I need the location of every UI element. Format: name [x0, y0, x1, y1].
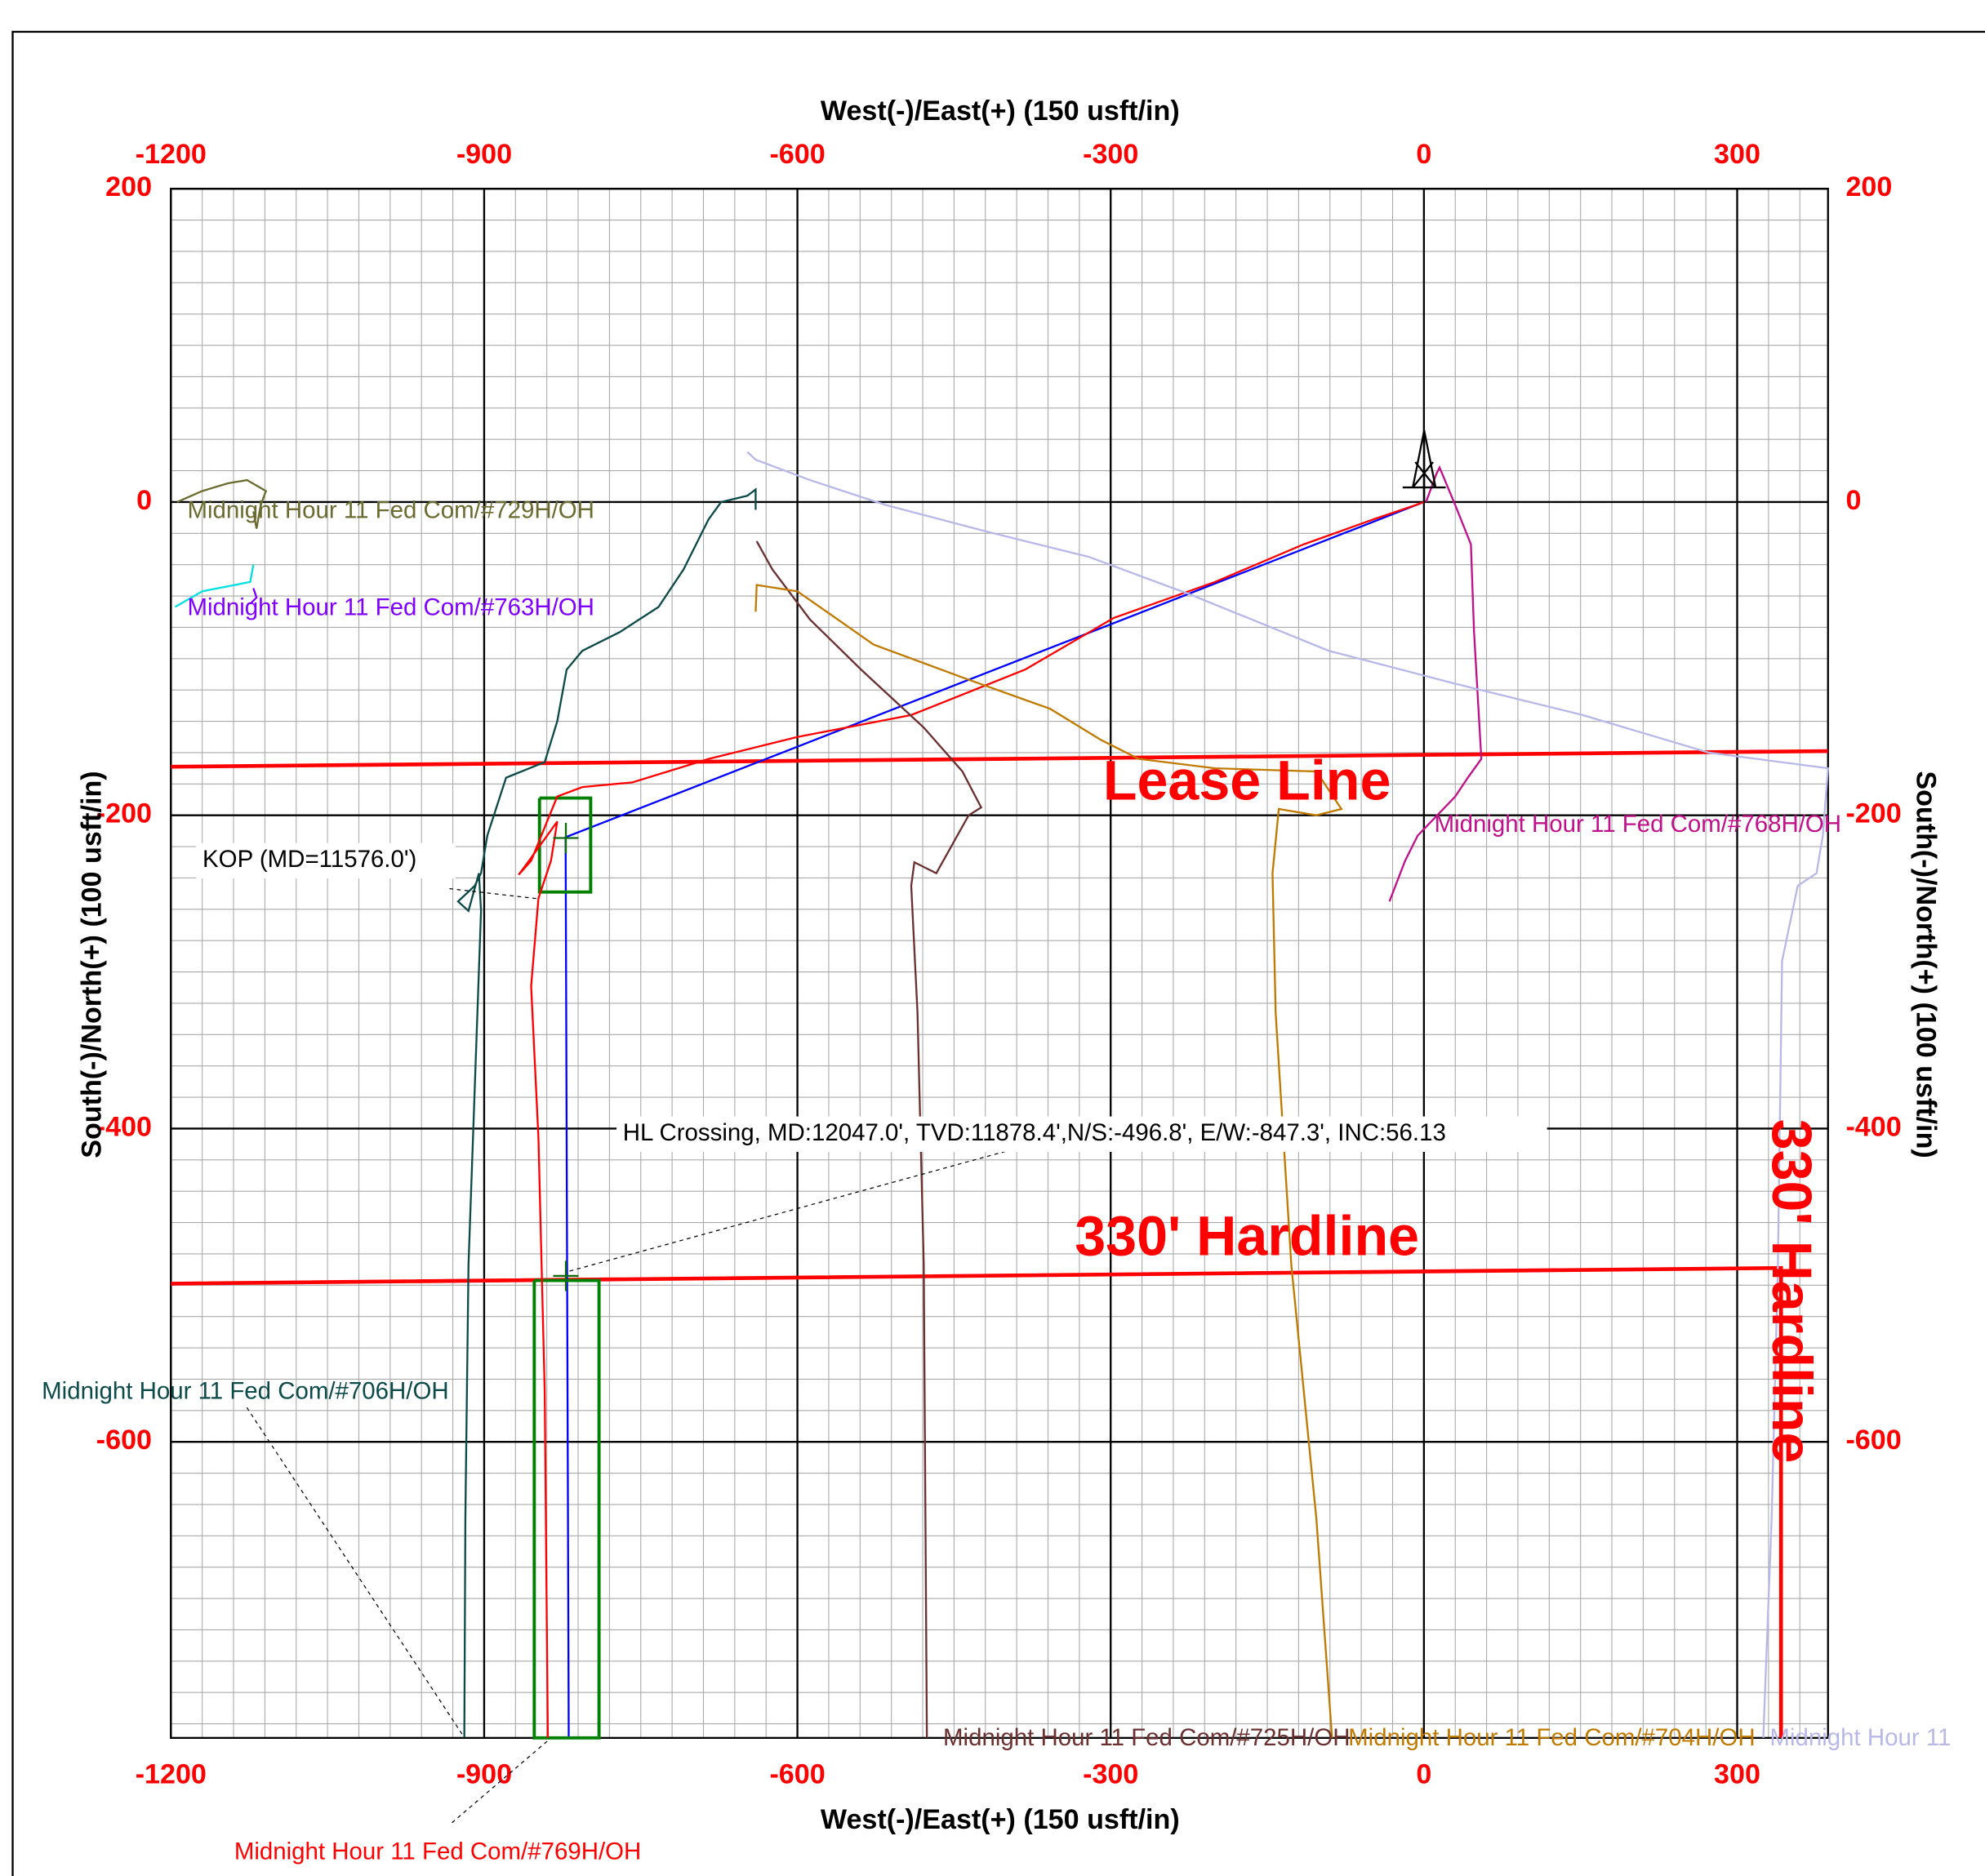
well-path [176, 478, 268, 529]
x-axis-title: West(-)/East(+) (150 usft/in) [821, 1804, 1180, 1835]
well-path [755, 540, 983, 1738]
well-path [754, 584, 1343, 1738]
x-tick-label: -900 [456, 1758, 512, 1789]
x-tick-label: -300 [1083, 1758, 1138, 1789]
x-tick-label: -900 [456, 139, 512, 170]
series-label: Midnight Hour 11 Fed Com/#769H/OH [234, 1838, 641, 1865]
annotation-box [616, 1116, 1547, 1153]
grid [170, 188, 1829, 1740]
y-tick-label: 200 [105, 171, 152, 202]
well-path [518, 500, 1425, 1738]
x-tick-label: 0 [1416, 1758, 1431, 1789]
x-axis-title: West(-)/East(+) (150 usft/in) [821, 96, 1180, 127]
series-label: 330' Hardline [1760, 1119, 1823, 1464]
annotation: KOP (MD=11576.0') [203, 846, 416, 873]
leader-line [452, 1740, 549, 1824]
y-tick-label: 0 [1845, 485, 1861, 516]
x-tick-label: 300 [1714, 1758, 1760, 1789]
y-tick-label: -200 [1845, 798, 1901, 829]
y-tick-label: -400 [1845, 1111, 1901, 1142]
x-tick-label: -1200 [136, 1758, 207, 1789]
series-label: Midnight Hour 11 Fed Com/#768H/OH [1435, 811, 1841, 838]
series-label: Lease Line [1103, 749, 1391, 811]
well-path [532, 1278, 601, 1740]
y-tick-label: -600 [96, 1425, 152, 1456]
well-path [456, 487, 757, 1738]
annotation: HL Crossing, MD:12047.0', TVD:11878.4',N… [623, 1119, 1446, 1146]
derrick [1412, 461, 1434, 488]
y-tick-label: -600 [1845, 1425, 1901, 1456]
well-head [1402, 430, 1446, 503]
leader-line [246, 1407, 465, 1739]
series-label: Midnight Hour 11 Fed Com/#725H/OH [943, 1724, 1350, 1751]
y-axis-title: South(-)/North(+) (100 usft/in) [1911, 771, 1942, 1158]
plot [171, 451, 1829, 1740]
x-tick-label: 0 [1416, 139, 1431, 170]
y-axis-title: South(-)/North(+) (100 usft/in) [77, 771, 108, 1158]
well-path [746, 451, 1829, 1738]
y-tick-label: 200 [1845, 171, 1892, 202]
leader-line [565, 1149, 1013, 1273]
y-tick-label: -200 [96, 798, 152, 829]
x-tick-label: -600 [769, 139, 825, 170]
derrick [1423, 430, 1437, 488]
annotation-box [196, 842, 456, 879]
well-path [171, 749, 1828, 769]
series-label: Midnight Hour 11 Fed Com/#704H/OH [1348, 1724, 1755, 1751]
well-path [537, 796, 593, 894]
series-label: Midnight Hour 11 Fed Com/#706H/OH [42, 1377, 448, 1404]
well-path [174, 564, 255, 608]
x-tick-label: 300 [1714, 139, 1760, 170]
well-path [1388, 465, 1483, 902]
x-tick-label: -1200 [136, 139, 207, 170]
well-path [249, 588, 258, 605]
series-label: 330' Hardline [1075, 1206, 1419, 1268]
x-tick-label: -600 [769, 1758, 825, 1789]
frame [11, 30, 1985, 1876]
plot-border [170, 188, 1829, 1740]
y-tick-label: 0 [136, 485, 152, 516]
derrick [1412, 430, 1426, 488]
markers [553, 822, 579, 1291]
overlay: -1200 -1200 -900 -900 -600 -600 -300 -300 0 0 300 3… [42, 96, 1951, 1865]
y-tick-label: -400 [96, 1111, 152, 1142]
series-label: Midnight Hour 11 [1769, 1724, 1951, 1751]
well-path [171, 1265, 1783, 1738]
x-tick-label: -300 [1083, 139, 1138, 170]
series-label: Midnight Hour 11 Fed Com/#729H/OH [187, 496, 594, 523]
series-label: Midnight Hour 11 Fed Com/#763H/OH [187, 594, 594, 621]
derrick [1414, 461, 1437, 488]
